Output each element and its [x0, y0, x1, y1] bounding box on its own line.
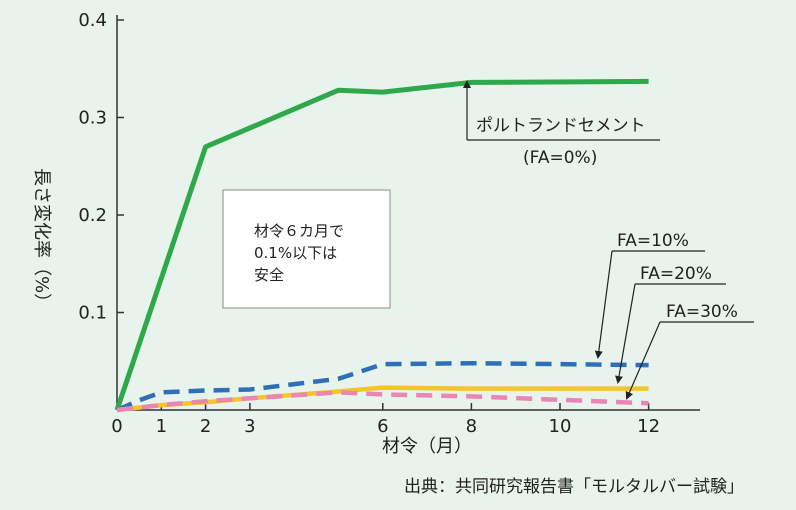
x-tick-label: 10	[549, 416, 572, 437]
note-line-1: 材令６カ月で	[254, 222, 344, 240]
series-line-4	[116, 390, 649, 413]
series-line-2	[116, 360, 649, 413]
x-ticks: 0 1 2 3 6 8 10 12	[111, 403, 660, 437]
y-tick-label: 0.3	[78, 108, 107, 129]
series-group	[114, 78, 649, 413]
x-tick-label: 12	[637, 416, 660, 437]
y-tick-label: 0.2	[78, 205, 107, 226]
y-tick-label: 0.1	[78, 303, 107, 324]
fa10-pointer	[594, 250, 613, 359]
fa20-pointer	[615, 283, 636, 384]
x-axis-label: 材令（月）	[382, 436, 472, 457]
x-tick-label: 1	[156, 416, 167, 437]
y-axis-label: 長さ変化率（%）	[31, 168, 52, 311]
cement-label: ポルトランドセメント	[476, 116, 646, 136]
x-tick-label: 0	[111, 416, 122, 437]
y-ticks: 0.1 0.2 0.3 0.4	[78, 10, 124, 324]
note-line-2: 0.1%以下は	[254, 244, 337, 262]
note-box	[222, 189, 391, 309]
fa30-pointer	[625, 321, 661, 400]
y-tick-label: 0.4	[78, 10, 107, 31]
series-line-1	[114, 78, 649, 411]
fa10-label: FA=10%	[617, 231, 689, 251]
x-tick-label: 8	[466, 416, 477, 437]
x-tick-label: 3	[244, 416, 255, 437]
fa20-label: FA=20%	[640, 264, 712, 284]
fa30-label: FA=30%	[666, 302, 738, 322]
x-tick-label: 6	[377, 416, 388, 437]
source-citation: 出典：共同研究報告書「モルタルバー試験」	[404, 477, 744, 497]
x-tick-label: 2	[200, 416, 211, 437]
note-line-3: 安全	[254, 266, 284, 284]
cement-sublabel: (FA=0%)	[523, 148, 597, 168]
